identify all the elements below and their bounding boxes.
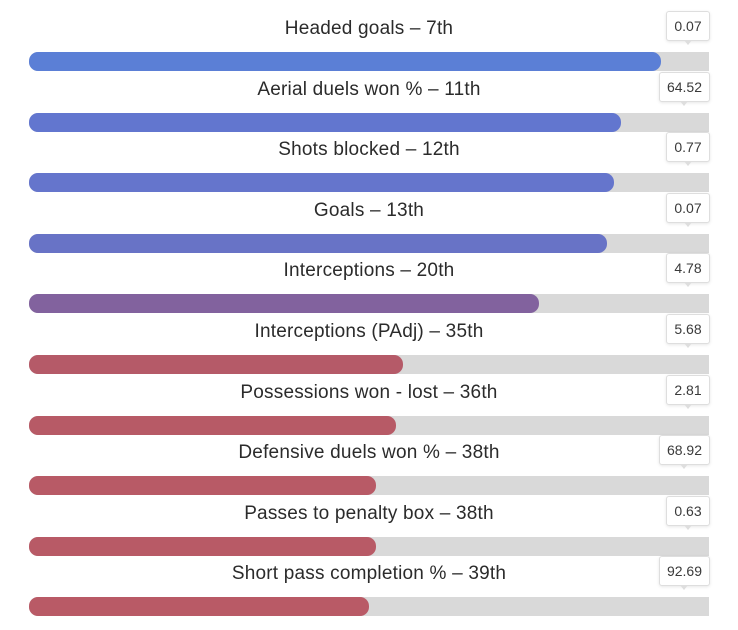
bar-row: Possessions won - lost – 36th 2.81 xyxy=(0,374,738,435)
bar-track xyxy=(29,597,709,617)
value-label: 0.07 xyxy=(666,192,710,227)
bar-label: Shots blocked – 12th xyxy=(278,139,460,161)
bar-row: Aerial duels won % – 11th 64.52 xyxy=(0,71,738,132)
bar-label: Possessions won - lost – 36th xyxy=(240,381,498,403)
bar-fill xyxy=(29,173,614,193)
bar-fill xyxy=(29,597,369,617)
bar-track xyxy=(29,476,709,496)
bar-row: Defensive duels won % – 38th 68.92 xyxy=(0,434,738,496)
bar-track xyxy=(29,173,709,193)
bar-fill xyxy=(29,52,662,71)
bar-label: Defensive duels won % – 38th xyxy=(238,442,500,464)
bar-fill xyxy=(29,233,607,253)
value-label: 0.77 xyxy=(666,132,710,167)
bar-row: Interceptions (PAdj) – 35th 5.68 xyxy=(0,313,738,374)
bar-fill xyxy=(29,536,376,556)
value-label: 0.07 xyxy=(666,11,710,45)
value-label: 2.81 xyxy=(666,374,710,409)
bar-track xyxy=(29,294,709,314)
bar-label: Aerial duels won % – 11th xyxy=(257,78,481,100)
bar-track xyxy=(29,112,709,132)
bar-fill xyxy=(29,355,403,374)
value-label: 68.92 xyxy=(658,435,710,470)
bar-row: Passes to penalty box – 38th 0.63 xyxy=(0,495,738,556)
bar-label: Short pass completion % – 39th xyxy=(231,563,507,585)
bar-row: Goals – 13th 0.07 xyxy=(0,192,738,253)
bar-track xyxy=(29,233,709,253)
value-label: 5.68 xyxy=(666,314,710,348)
value-label: 4.78 xyxy=(666,253,710,288)
bar-label: Headed goals – 7th xyxy=(284,18,454,39)
bar-label: Interceptions (PAdj) – 35th xyxy=(254,321,484,342)
bar-track xyxy=(29,355,709,374)
value-label: 64.52 xyxy=(658,71,710,106)
bar-track xyxy=(29,536,709,556)
bar-row: Short pass completion % – 39th 92.69 xyxy=(0,555,738,617)
value-label: 92.69 xyxy=(658,556,710,591)
bar-fill xyxy=(29,112,621,132)
bar-fill xyxy=(29,476,376,496)
bar-label: Passes to penalty box – 38th xyxy=(244,502,494,524)
bar-row: Headed goals – 7th 0.07 xyxy=(0,10,738,71)
bar-label: Goals – 13th xyxy=(313,199,425,221)
value-label: 0.63 xyxy=(666,495,710,530)
bar-track xyxy=(29,52,709,71)
bar-fill xyxy=(29,294,539,314)
bar-row: Shots blocked – 12th 0.77 xyxy=(0,131,738,193)
bar-fill xyxy=(29,415,397,435)
bar-row: Interceptions – 20th 4.78 xyxy=(0,252,738,314)
bar-track xyxy=(29,415,709,435)
bar-label: Interceptions – 20th xyxy=(283,260,455,282)
